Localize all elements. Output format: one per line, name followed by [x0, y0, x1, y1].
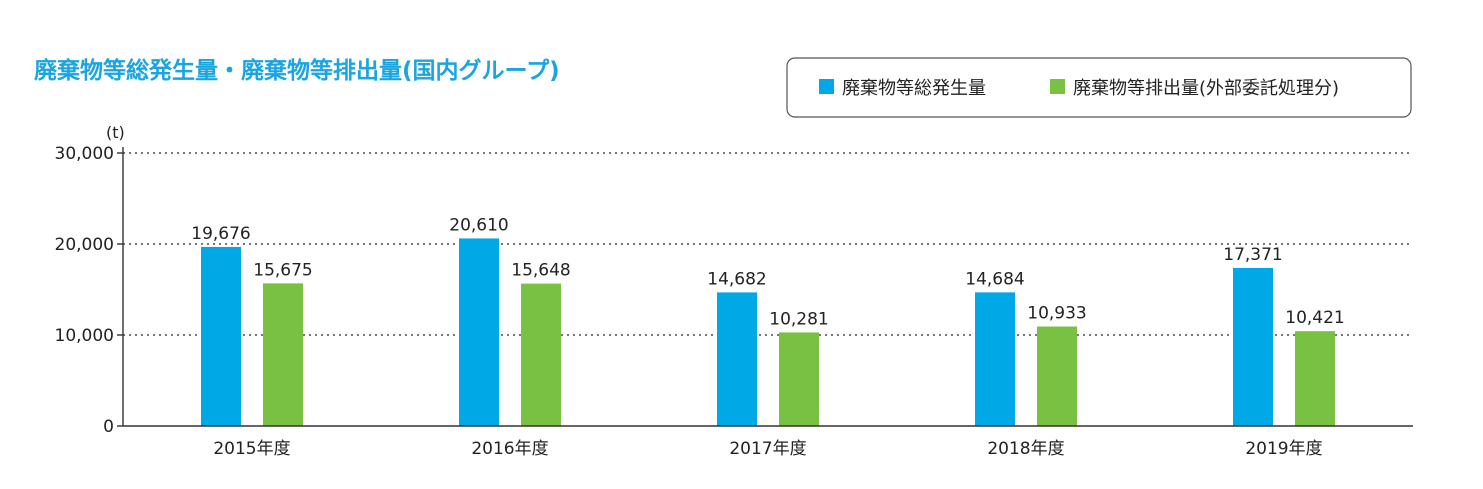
legend-label-total-generation: 廃棄物等総発生量 [842, 78, 986, 99]
bar-value-label: 10,933 [1027, 304, 1086, 324]
bar-value-label: 10,421 [1285, 308, 1344, 328]
legend-label-discharge: 廃棄物等排出量(外部委託処理分) [1073, 78, 1339, 99]
bar-value-label: 14,682 [707, 269, 766, 289]
bar-discharge [521, 283, 561, 426]
y-tick-label: 30,000 [55, 144, 114, 164]
bar-value-label: 14,684 [965, 269, 1024, 289]
bar-total-generation [201, 246, 241, 426]
bar-discharge [1295, 331, 1335, 426]
legend-box [786, 57, 1412, 118]
y-tick-label: 20,000 [55, 235, 114, 255]
bar-discharge [779, 332, 819, 426]
bar-total-generation [975, 292, 1015, 426]
y-tick-label: 0 [103, 417, 114, 437]
legend-swatch-discharge [1050, 79, 1065, 94]
x-category-label: 2016年度 [471, 439, 548, 459]
bar-total-generation [717, 292, 757, 426]
bar-value-label: 19,676 [191, 224, 250, 244]
bar-total-generation [459, 238, 499, 426]
bar-value-label: 17,371 [1223, 245, 1282, 265]
bar-value-label: 15,648 [511, 261, 570, 281]
bar-discharge [1037, 326, 1077, 426]
chart-title: 廃棄物等総発生量・廃棄物等排出量(国内グループ) [34, 57, 560, 84]
x-axis-categories: 2015年度 2016年度 2017年度 2018年度 2019年度 [213, 439, 1322, 459]
y-tick-label: 10,000 [55, 326, 114, 346]
bars [201, 238, 1335, 426]
bar-value-label: 20,610 [449, 215, 508, 235]
x-category-label: 2018年度 [987, 439, 1064, 459]
bar-total-generation [1233, 267, 1273, 426]
bar-value-label: 10,281 [769, 309, 828, 329]
x-category-label: 2017年度 [729, 439, 806, 459]
y-axis-ticks: 0 10,000 20,000 30,000 [55, 144, 123, 437]
x-category-label: 2019年度 [1245, 439, 1322, 459]
bar-discharge [263, 283, 303, 426]
unit-label: (t) [106, 123, 125, 142]
legend-swatch-total-generation [819, 79, 834, 94]
grid-lines [123, 152, 1413, 336]
x-category-label: 2015年度 [213, 439, 290, 459]
legend: 廃棄物等総発生量 廃棄物等排出量(外部委託処理分) [786, 57, 1412, 118]
bar-value-label: 15,675 [253, 260, 312, 280]
